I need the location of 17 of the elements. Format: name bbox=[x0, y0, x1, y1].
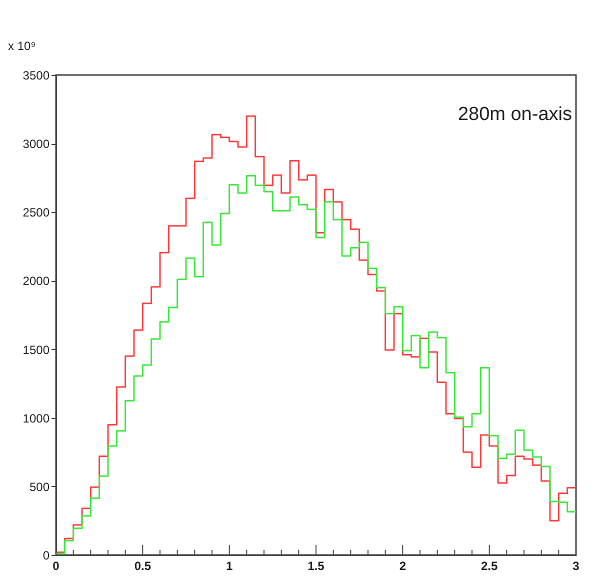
text: x 10⁹ bbox=[8, 39, 36, 53]
y-tick-label: 0 bbox=[42, 548, 50, 562]
y-tick-label: 500 bbox=[29, 480, 50, 494]
y-tick-label: 1000 bbox=[22, 411, 50, 426]
x-tick-label: 3 bbox=[572, 559, 580, 573]
y-tick-label: 1500 bbox=[22, 342, 50, 357]
y-tick-label: 2000 bbox=[22, 274, 50, 288]
x-tick-label: 0 bbox=[52, 559, 60, 573]
y-tick-label: 3500 bbox=[22, 68, 50, 82]
y-tick-label: 3000 bbox=[22, 137, 50, 152]
x-tick-label: 2 bbox=[399, 559, 406, 573]
x-tick-label: 0.5 bbox=[134, 559, 152, 573]
annotation: 280m on-axis bbox=[458, 104, 572, 125]
y-tick-label: 2500 bbox=[22, 206, 50, 220]
x-tick-label: 2.5 bbox=[480, 559, 498, 573]
x-tick-label: 1 bbox=[226, 559, 233, 573]
x-tick-label: 1.5 bbox=[308, 559, 325, 573]
